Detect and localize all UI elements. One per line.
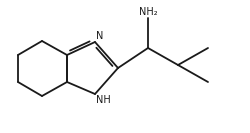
Text: NH: NH: [96, 95, 111, 105]
Text: N: N: [96, 31, 104, 41]
Text: NH₂: NH₂: [139, 7, 157, 17]
